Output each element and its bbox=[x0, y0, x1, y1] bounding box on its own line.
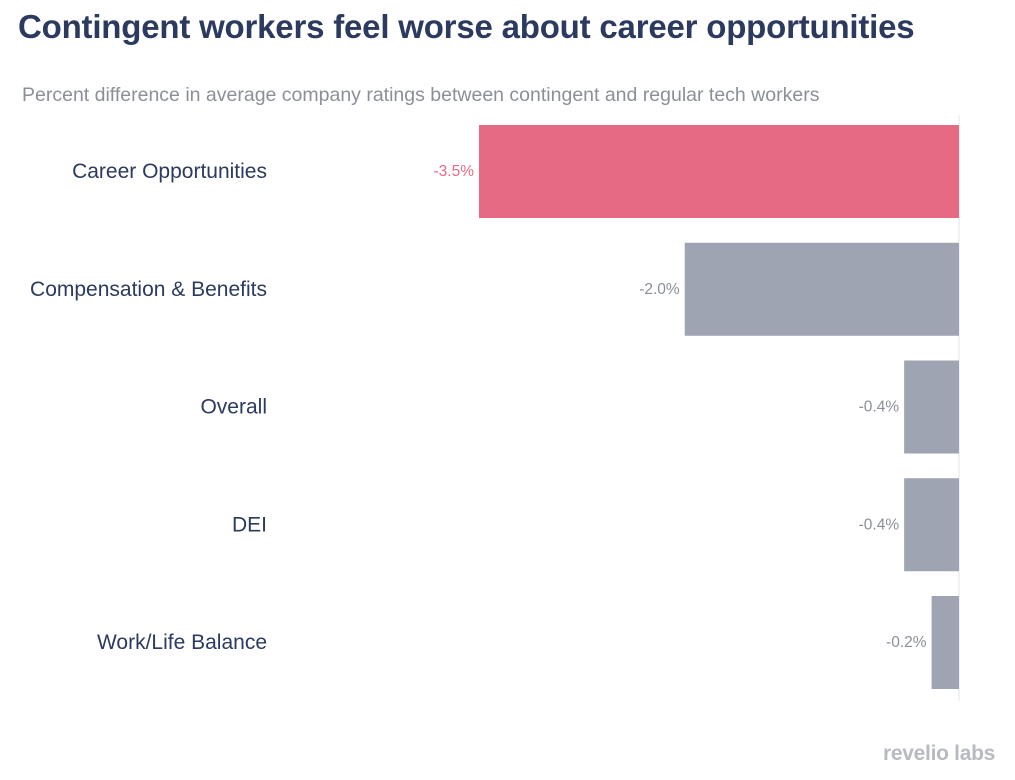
value-label: -3.5% bbox=[434, 163, 475, 180]
bar bbox=[904, 478, 959, 572]
category-label: Work/Life Balance bbox=[97, 631, 267, 654]
bar bbox=[931, 596, 959, 689]
category-label: Career Opportunities bbox=[72, 160, 267, 183]
revelio-labs-logo: revelio labs bbox=[883, 742, 995, 765]
chart-title: Contingent workers feel worse about care… bbox=[18, 8, 915, 45]
bar bbox=[684, 242, 959, 336]
bar bbox=[904, 360, 959, 454]
category-label: Compensation & Benefits bbox=[30, 278, 267, 301]
bar bbox=[479, 125, 959, 218]
category-label: DEI bbox=[232, 513, 267, 536]
value-label: -2.0% bbox=[639, 281, 680, 298]
category-label: Overall bbox=[200, 396, 267, 419]
value-label: -0.4% bbox=[859, 399, 900, 416]
value-label: -0.2% bbox=[886, 634, 927, 651]
chart-subtitle: Percent difference in average company ra… bbox=[22, 84, 820, 106]
value-label: -0.4% bbox=[859, 516, 900, 533]
